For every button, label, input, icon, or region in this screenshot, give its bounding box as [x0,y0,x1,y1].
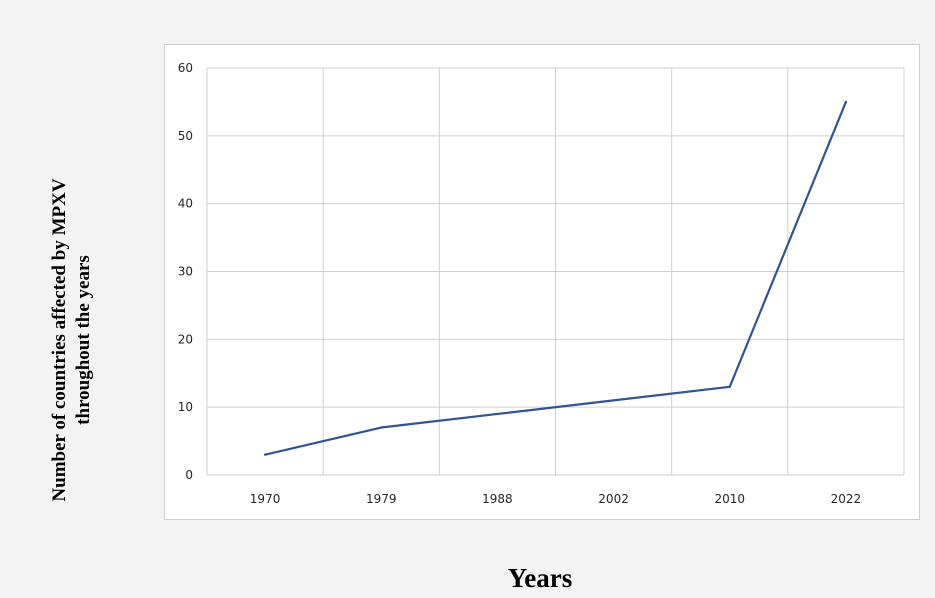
x-axis-label: Years [507,563,573,593]
series-lines [263,100,848,456]
y-tick-labels: 0 10 20 30 40 50 60 [178,61,193,482]
x-tick-label: 1988 [482,492,513,506]
data-point [263,453,267,456]
x-tick-labels: 1970 1979 1988 2002 2010 2022 [250,492,861,506]
data-point [380,426,383,429]
y-tick-label: 10 [178,400,193,414]
y-tick-label: 60 [178,61,193,75]
x-tick-label: 2022 [831,492,862,506]
x-tick-label: 2010 [714,492,745,506]
y-tick-label: 30 [178,265,193,279]
x-tick-label: 1979 [366,492,397,506]
x-tick-label: 2002 [598,492,629,506]
data-point [496,412,499,416]
y-tick-label: 50 [178,129,193,143]
y-axis-label-line-2: throughout the years [73,255,94,425]
y-tick-label: 20 [178,332,193,346]
grid-lines [206,67,905,476]
series-line [263,100,848,456]
y-axis-label-line-1: Number of countries affected by MPXV [49,178,70,502]
y-tick-label: 40 [178,197,193,211]
chart-frame [164,44,920,520]
data-point [844,100,848,104]
data-point [728,385,731,388]
x-tick-label: 1970 [250,492,281,506]
y-tick-label: 0 [185,468,193,482]
data-point [612,399,615,402]
y-axis-label: Number of countries affected by MPXV thr… [48,178,96,501]
